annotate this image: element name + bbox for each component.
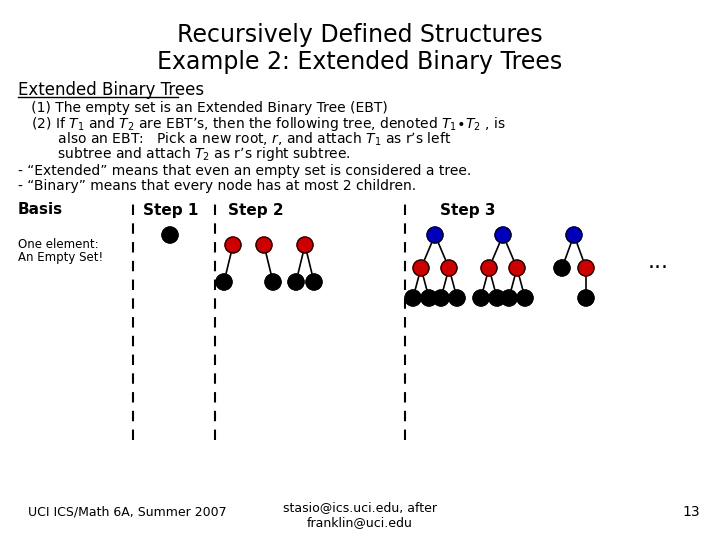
Text: 13: 13 bbox=[683, 505, 700, 519]
Text: stasio@ics.uci.edu, after
franklin@uci.edu: stasio@ics.uci.edu, after franklin@uci.e… bbox=[283, 501, 437, 529]
Circle shape bbox=[578, 290, 594, 306]
Circle shape bbox=[441, 260, 457, 276]
Text: - “Binary” means that every node has at most 2 children.: - “Binary” means that every node has at … bbox=[18, 179, 416, 193]
Text: Example 2: Extended Binary Trees: Example 2: Extended Binary Trees bbox=[158, 50, 562, 74]
Circle shape bbox=[256, 237, 272, 253]
Circle shape bbox=[265, 274, 281, 290]
Text: Extended Binary Trees: Extended Binary Trees bbox=[18, 81, 204, 99]
Text: subtree and attach $T_2$ as r’s right subtree.: subtree and attach $T_2$ as r’s right su… bbox=[18, 145, 351, 163]
Text: Step 3: Step 3 bbox=[440, 202, 495, 218]
Circle shape bbox=[306, 274, 322, 290]
Text: (2) If $T_1$ and $T_2$ are EBT’s, then the following tree, denoted $T_1{\bullet}: (2) If $T_1$ and $T_2$ are EBT’s, then t… bbox=[18, 115, 505, 133]
Circle shape bbox=[481, 260, 497, 276]
Circle shape bbox=[578, 260, 594, 276]
Circle shape bbox=[288, 274, 304, 290]
Circle shape bbox=[449, 290, 465, 306]
Circle shape bbox=[216, 274, 232, 290]
Circle shape bbox=[489, 290, 505, 306]
Circle shape bbox=[517, 290, 533, 306]
Circle shape bbox=[413, 260, 429, 276]
Circle shape bbox=[421, 290, 437, 306]
Text: Recursively Defined Structures: Recursively Defined Structures bbox=[177, 23, 543, 47]
Text: ...: ... bbox=[648, 252, 669, 272]
Circle shape bbox=[162, 227, 178, 243]
Circle shape bbox=[225, 237, 241, 253]
Circle shape bbox=[427, 227, 443, 243]
Circle shape bbox=[473, 290, 489, 306]
Circle shape bbox=[509, 260, 525, 276]
Text: UCI ICS/Math 6A, Summer 2007: UCI ICS/Math 6A, Summer 2007 bbox=[28, 505, 227, 518]
Circle shape bbox=[501, 290, 517, 306]
Text: Step 1: Step 1 bbox=[143, 202, 199, 218]
Circle shape bbox=[405, 290, 421, 306]
Circle shape bbox=[297, 237, 313, 253]
Text: - “Extended” means that even an empty set is considered a tree.: - “Extended” means that even an empty se… bbox=[18, 164, 472, 178]
Circle shape bbox=[433, 290, 449, 306]
Text: Basis: Basis bbox=[18, 202, 63, 218]
Text: An Empty Set!: An Empty Set! bbox=[18, 252, 103, 265]
Circle shape bbox=[554, 260, 570, 276]
Text: also an EBT:   Pick a new root, $r$, and attach $T_1$ as r’s left: also an EBT: Pick a new root, $r$, and a… bbox=[18, 130, 451, 148]
Circle shape bbox=[495, 227, 511, 243]
Text: Step 2: Step 2 bbox=[228, 202, 284, 218]
Circle shape bbox=[566, 227, 582, 243]
Text: (1) The empty set is an Extended Binary Tree (EBT): (1) The empty set is an Extended Binary … bbox=[18, 101, 388, 115]
Text: One element:: One element: bbox=[18, 239, 99, 252]
